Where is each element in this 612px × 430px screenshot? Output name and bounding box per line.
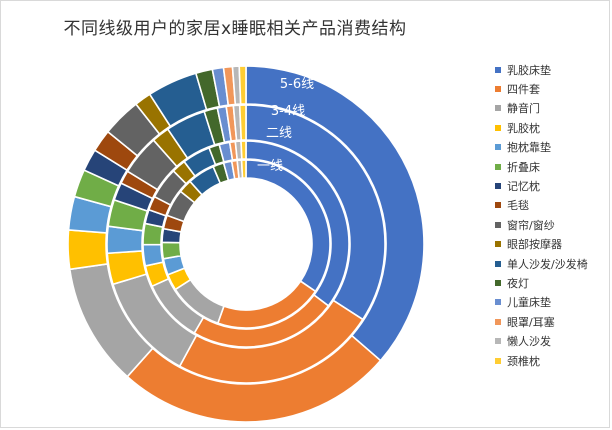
legend-swatch: [495, 66, 501, 73]
legend-label: 乳胶床垫: [507, 63, 551, 77]
legend-label: 眼罩/耳塞: [507, 315, 555, 329]
legend-item: 折叠床: [495, 157, 610, 176]
chart-title: 不同线级用户的家居x睡眠相关产品消费结构: [63, 19, 407, 39]
legend-item: 夜灯: [495, 273, 610, 292]
legend-swatch: [495, 338, 501, 345]
legend-label: 折叠床: [507, 160, 540, 174]
legend-swatch: [495, 183, 501, 190]
slice-3-5: [142, 243, 164, 267]
legend-swatch: [495, 279, 501, 286]
legend-item: 四件套: [495, 79, 610, 98]
legend-swatch: [495, 124, 501, 131]
slice-1-4: [67, 229, 109, 271]
legend-item: 记忆枕: [495, 176, 610, 195]
legend-swatch: [495, 221, 501, 228]
legend-item: 儿童床垫: [495, 293, 610, 312]
legend-item: 颈椎枕: [495, 351, 610, 370]
ring-label-4: 一线: [257, 159, 283, 174]
legend-label: 颈椎枕: [507, 354, 540, 368]
legend: 乳胶床垫四件套静音门乳胶枕抱枕靠垫折叠床记忆枕毛毯窗帘/窗纱眼部按摩器单人沙发/…: [495, 60, 610, 370]
legend-label: 单人沙发/沙发椅: [507, 257, 588, 271]
legend-item: 单人沙发/沙发椅: [495, 254, 610, 273]
slice-3-16: [240, 140, 247, 160]
legend-swatch: [495, 144, 501, 151]
legend-label: 乳胶枕: [507, 121, 540, 135]
legend-item: 眼罩/耳塞: [495, 312, 610, 331]
legend-swatch: [495, 241, 501, 248]
legend-swatch: [495, 202, 501, 209]
ring-label-2: 3-4线: [271, 104, 305, 119]
ring-label-1: 5-6线: [280, 77, 314, 92]
ring-label-3: 二线: [266, 126, 292, 141]
slice-4-16: [240, 159, 247, 179]
legend-swatch: [495, 105, 501, 112]
legend-item: 静音门: [495, 99, 610, 118]
legend-label: 懒人沙发: [507, 335, 551, 349]
legend-label: 窗帘/窗纱: [507, 218, 555, 232]
legend-item: 眼部按摩器: [495, 235, 610, 254]
legend-swatch: [495, 318, 501, 325]
legend-item: 窗帘/窗纱: [495, 215, 610, 234]
legend-item: 懒人沙发: [495, 331, 610, 350]
legend-swatch: [495, 86, 501, 93]
legend-label: 静音门: [507, 102, 540, 116]
legend-item: 抱枕靠垫: [495, 138, 610, 157]
legend-label: 四件套: [507, 83, 540, 97]
slice-4-6: [161, 241, 182, 260]
legend-label: 夜灯: [507, 276, 529, 290]
legend-item: 毛毯: [495, 196, 610, 215]
legend-label: 记忆枕: [507, 180, 540, 194]
legend-swatch: [495, 357, 501, 364]
legend-label: 毛毯: [507, 199, 529, 213]
legend-label: 抱枕靠垫: [507, 141, 551, 155]
legend-label: 儿童床垫: [507, 296, 551, 310]
slice-2-16: [238, 104, 247, 141]
legend-swatch: [495, 260, 501, 267]
legend-swatch: [495, 299, 501, 306]
slice-1-16: [238, 65, 247, 105]
legend-item: 乳胶床垫: [495, 60, 610, 79]
legend-label: 眼部按摩器: [507, 238, 562, 252]
legend-item: 乳胶枕: [495, 118, 610, 137]
legend-swatch: [495, 163, 501, 170]
